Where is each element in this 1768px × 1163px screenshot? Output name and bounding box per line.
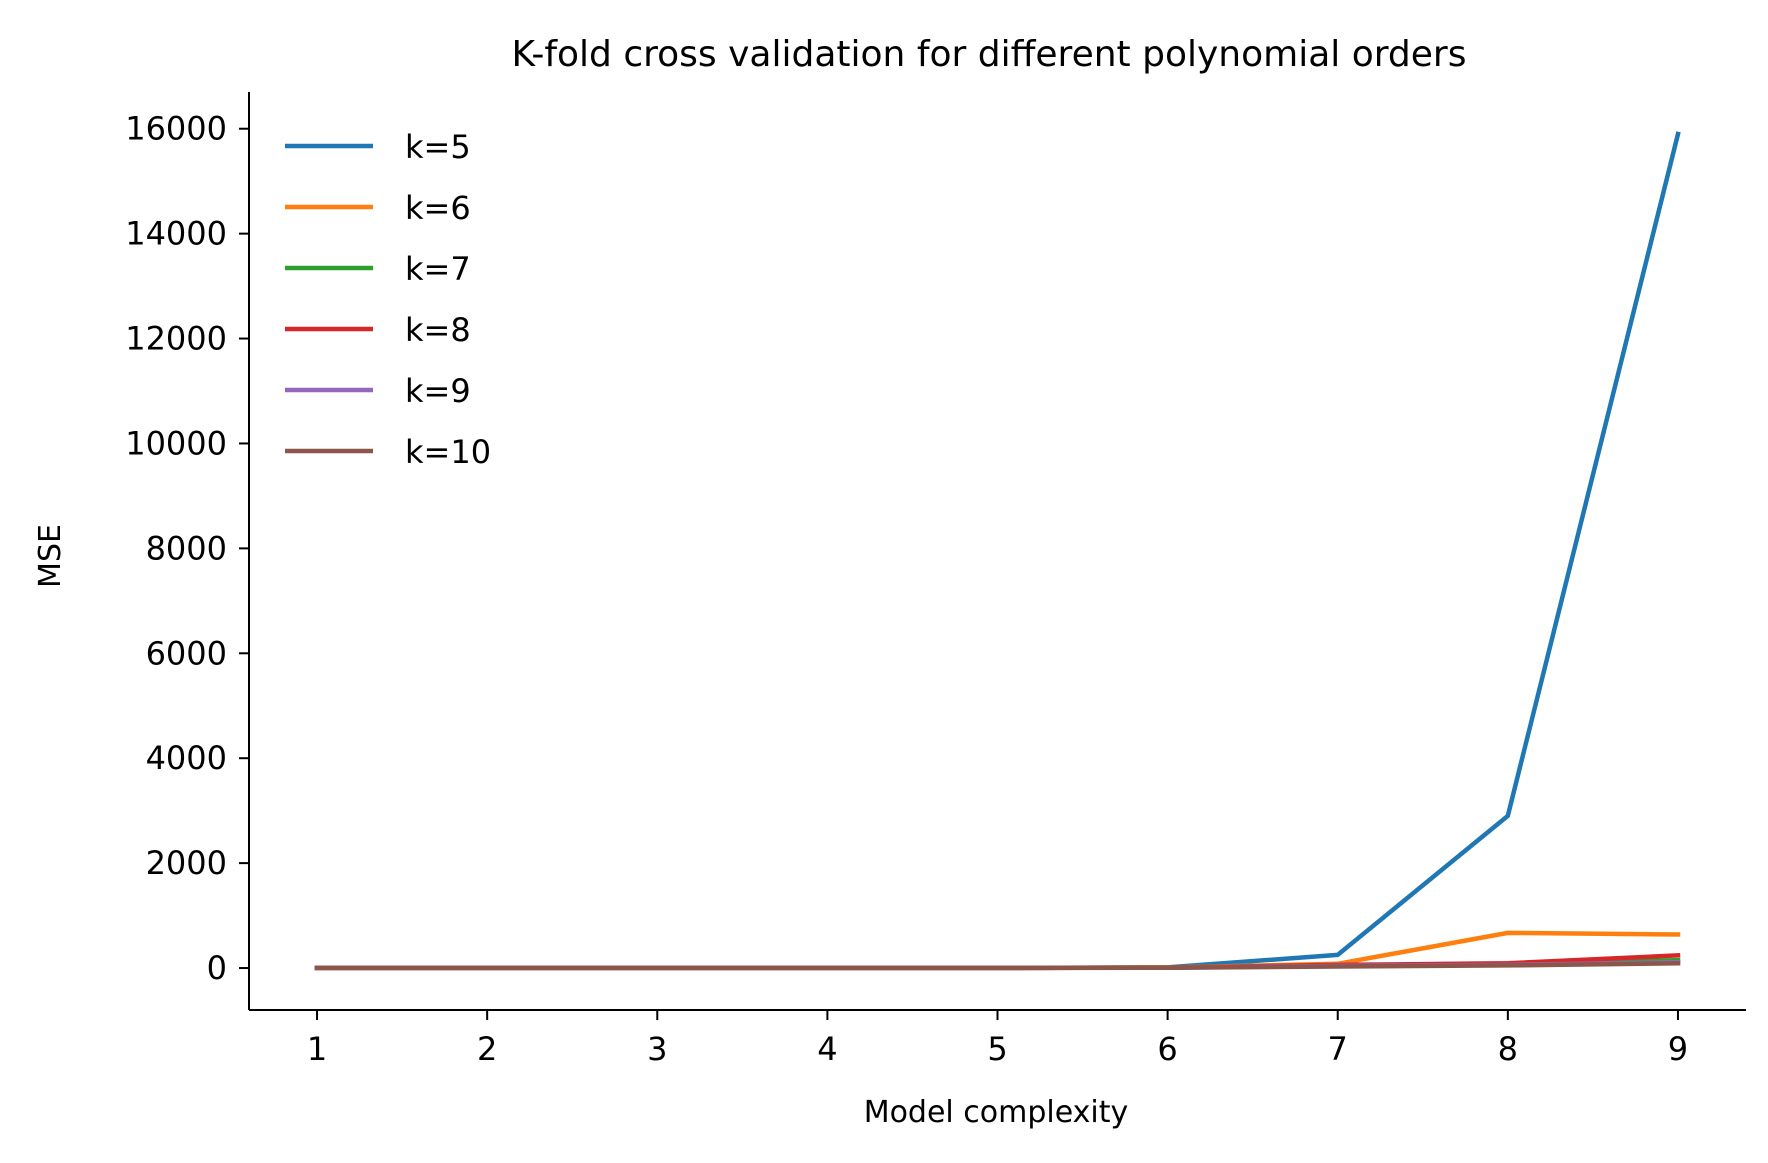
x-tick-label: 9 (1668, 1030, 1688, 1068)
x-tick-label: 3 (647, 1030, 667, 1068)
x-tick-label: 8 (1498, 1030, 1518, 1068)
x-tick-label: 1 (307, 1030, 327, 1068)
legend: k=5 k=6 k=7 k=8 k=9 k=10 (285, 128, 491, 471)
chart-title: K-fold cross validation for different po… (512, 34, 1467, 75)
axes: 1 2 3 4 5 6 7 8 9 0 2000 4000 6000 8000 10000 12000 1400… (125, 92, 1746, 1068)
y-tick-label: 10000 (125, 424, 227, 462)
y-tick-label: 6000 (146, 634, 227, 672)
y-tick-label: 0 (207, 949, 227, 987)
legend-label-5: k=9 (405, 372, 471, 410)
legend-label-3: k=7 (405, 250, 471, 288)
y-tick-label: 8000 (146, 529, 227, 567)
x-axis-label: Model complexity (864, 1095, 1129, 1130)
y-axis-label: MSE (33, 524, 68, 588)
x-tick-label: 7 (1328, 1030, 1348, 1068)
series-line-6 (314, 961, 1681, 971)
y-tick-label: 2000 (146, 844, 227, 882)
x-tick-label: 2 (477, 1030, 497, 1068)
y-tick-label: 14000 (125, 215, 227, 253)
y-tick-label: 4000 (146, 739, 227, 777)
y-tick-label: 16000 (125, 110, 227, 148)
plot-area (314, 131, 1681, 971)
legend-label-2: k=6 (405, 189, 471, 227)
x-tick-label: 6 (1157, 1030, 1177, 1068)
x-tick-label: 5 (987, 1030, 1007, 1068)
legend-label-6: k=10 (405, 433, 491, 471)
legend-label-4: k=8 (405, 311, 471, 349)
y-tick-label: 12000 (125, 320, 227, 358)
legend-label-1: k=5 (405, 128, 471, 166)
x-tick-label: 4 (817, 1030, 837, 1068)
